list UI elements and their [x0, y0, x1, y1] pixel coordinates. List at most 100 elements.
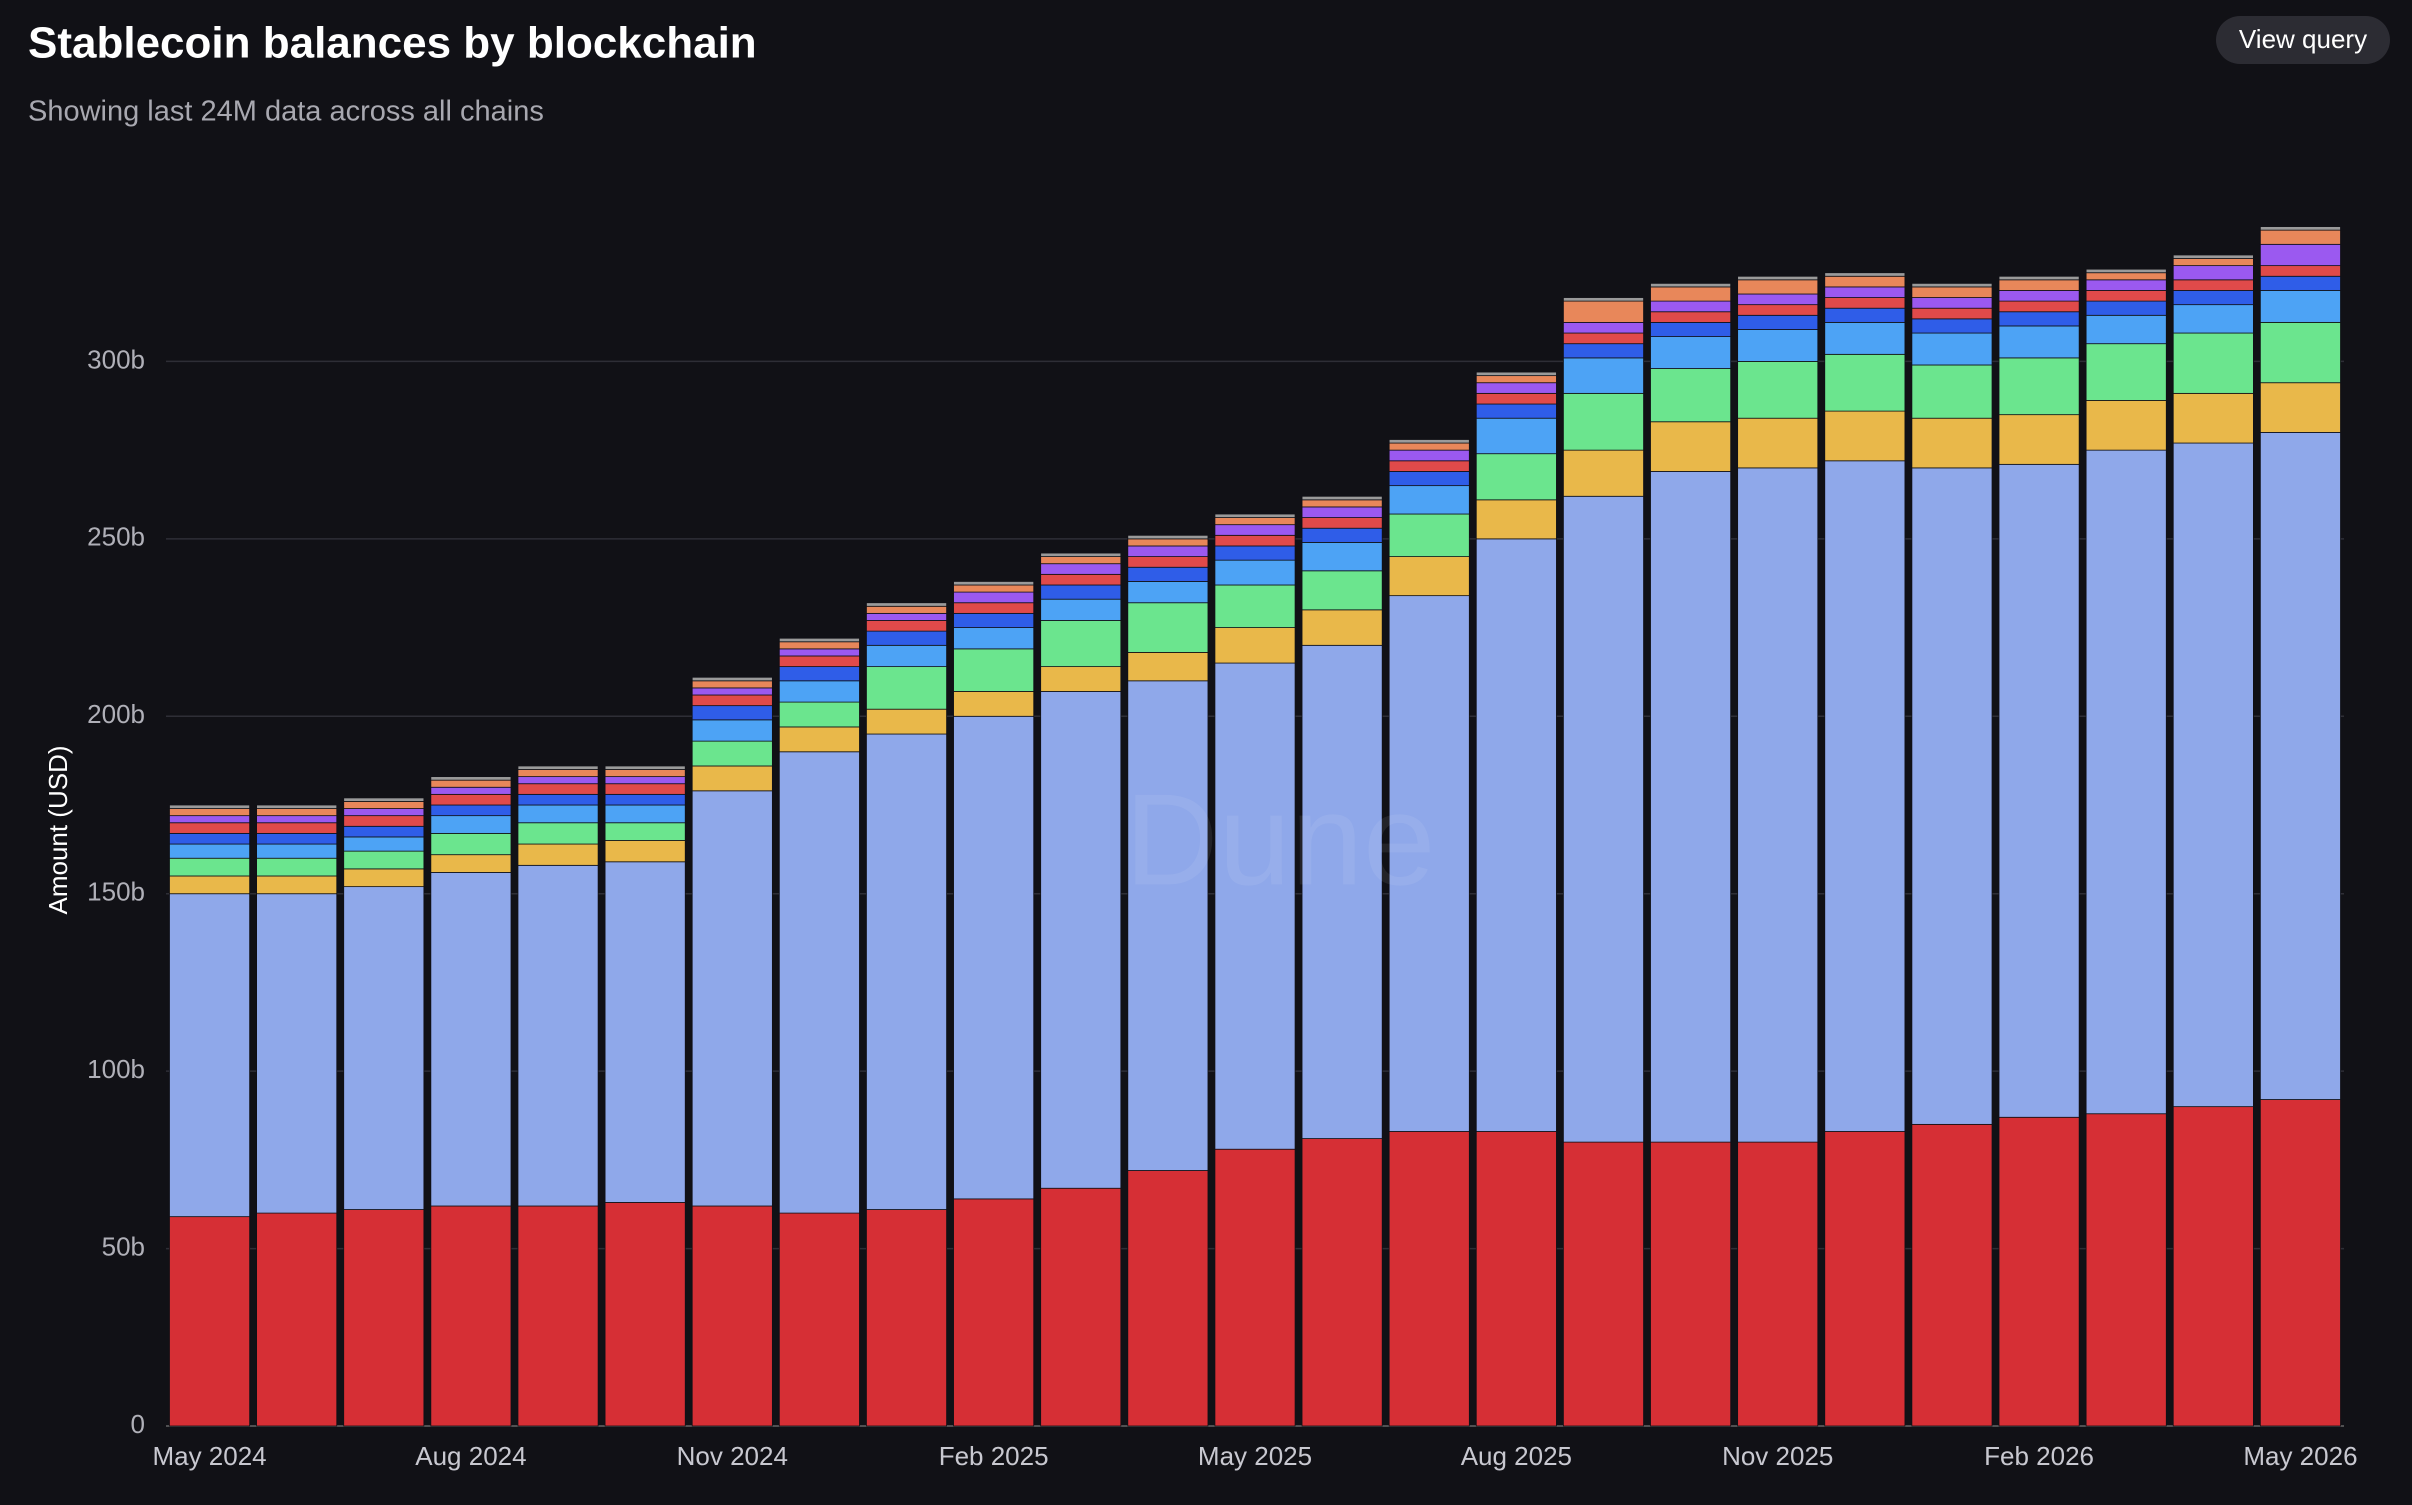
- bar-segment: [169, 1216, 251, 1427]
- bar-segment: [1563, 495, 1644, 1143]
- bar-segment: [256, 1212, 338, 1427]
- bar-segment: [517, 1205, 599, 1427]
- bar-segment: [2172, 290, 2254, 306]
- bar-segment: [1301, 499, 1383, 508]
- bar-segment: [778, 641, 860, 650]
- y-tick-label: 150b: [87, 877, 145, 907]
- bar-segment: [1650, 286, 1732, 302]
- bar-segment: [1737, 279, 1819, 295]
- bar-segment: [2085, 279, 2167, 291]
- bar-segment: [1998, 357, 2080, 416]
- bar-segment: [517, 864, 599, 1207]
- bar-segment: [1214, 584, 1296, 628]
- bar-segment: [1301, 517, 1383, 529]
- watermark: Dune: [1125, 766, 1436, 912]
- y-axis-title: Amount (USD): [43, 745, 73, 914]
- bar-segment: [169, 843, 251, 859]
- bar-segment: [2085, 314, 2167, 345]
- bar-segment: [1475, 382, 1557, 394]
- bar-segment: [2172, 1106, 2254, 1427]
- view-query-button[interactable]: [2216, 16, 2390, 64]
- bar-segment: [256, 808, 338, 817]
- x-tick-label: May 2024: [152, 1441, 266, 1471]
- x-tick-label: May 2025: [1198, 1441, 1312, 1471]
- bar-segment: [1737, 467, 1819, 1143]
- bar-segment: [430, 1205, 512, 1427]
- bar-segment: [1040, 573, 1122, 586]
- bar-segment: [1214, 559, 1296, 586]
- bar-segment: [691, 740, 773, 767]
- bar-segment: [1127, 581, 1209, 604]
- bar-segment: [1388, 485, 1470, 515]
- bar-segment: [604, 783, 686, 795]
- bar-segment: [2172, 392, 2254, 444]
- bar-segment: [256, 875, 338, 895]
- bar-segment: [1301, 609, 1383, 646]
- bar-segment: [1998, 300, 2080, 313]
- bar-segment: [169, 804, 251, 809]
- bar-segment: [1214, 627, 1296, 664]
- bar-segment: [343, 815, 425, 827]
- bar-segment: [1737, 314, 1819, 330]
- bar-segment: [1650, 311, 1732, 323]
- bar-segment: [1040, 584, 1122, 600]
- bar-segment: [1824, 275, 1906, 288]
- bar-segment: [1650, 321, 1732, 337]
- bar-segment: [1127, 538, 1209, 547]
- bar-segment: [1563, 332, 1644, 345]
- y-tick-label: 200b: [87, 699, 145, 729]
- bar-segment: [604, 793, 686, 806]
- bar-segment: [169, 822, 251, 834]
- bar-segment: [953, 715, 1035, 1200]
- bar-segment: [517, 793, 599, 806]
- bar-segment: [1301, 527, 1383, 543]
- bar-segment: [1301, 644, 1383, 1139]
- bar-segment: [2259, 431, 2341, 1100]
- bar-segment: [778, 655, 860, 668]
- bar-segment: [866, 733, 947, 1210]
- bar-segment: [2259, 243, 2341, 267]
- view-query-label[interactable]: View query: [2239, 24, 2367, 54]
- bar-segment: [430, 815, 512, 834]
- bar-segment: [256, 804, 338, 809]
- bar-segment: [2085, 300, 2167, 316]
- bar-segment: [866, 602, 947, 607]
- bar-segment: [1563, 297, 1644, 302]
- x-tick-label: Aug 2025: [1461, 1441, 1572, 1471]
- bar-segment: [1650, 471, 1732, 1143]
- bar-segment: [1650, 421, 1732, 472]
- bar-segment: [2085, 1113, 2167, 1427]
- bar-segment: [1911, 318, 1993, 334]
- bar-segment: [1998, 275, 2080, 281]
- bar-segment: [1388, 460, 1470, 472]
- bar-segment: [517, 765, 599, 770]
- bar-segment: [343, 836, 425, 852]
- bar-segment: [866, 708, 947, 735]
- bar-segment: [1911, 282, 1993, 288]
- bar-segment: [343, 886, 425, 1210]
- bar-segment: [2172, 442, 2254, 1108]
- bar-segment: [1475, 538, 1557, 1132]
- bar-segment: [953, 691, 1035, 717]
- bar-segment: [1737, 304, 1819, 316]
- bar-segment: [1388, 595, 1470, 1132]
- bar-segment: [1388, 439, 1470, 444]
- bar-segment: [517, 776, 599, 785]
- bar-segment: [691, 687, 773, 696]
- bar-segment: [1214, 545, 1296, 561]
- bar-segment: [1127, 1170, 1209, 1427]
- bar-segment: [778, 726, 860, 753]
- bar-segment: [1475, 375, 1557, 384]
- bar-segment: [1998, 311, 2080, 327]
- bar-segment: [1040, 620, 1122, 668]
- bar-segment: [953, 591, 1035, 604]
- bar-segment: [604, 822, 686, 841]
- bar-segment: [1214, 662, 1296, 1150]
- bar-segment: [604, 861, 686, 1203]
- bar-segment: [1301, 542, 1383, 572]
- bar-segment: [1301, 495, 1383, 501]
- bar-segment: [1301, 1138, 1383, 1427]
- bar-segment: [343, 808, 425, 817]
- bar-segment: [1911, 417, 1993, 469]
